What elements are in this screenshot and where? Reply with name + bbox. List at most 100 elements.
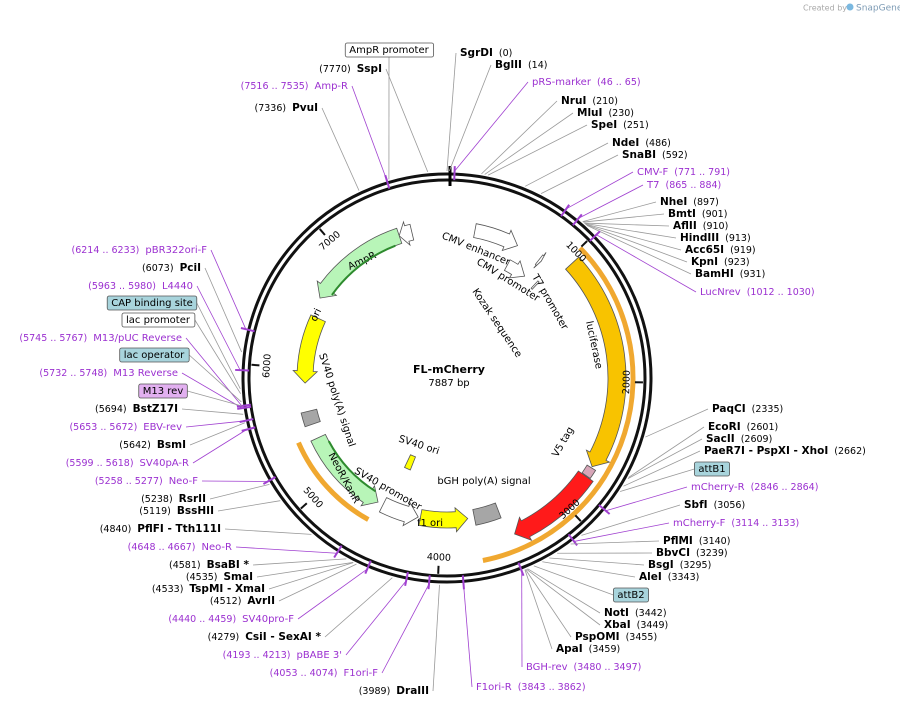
site-position: (3459) — [589, 644, 621, 655]
site-position: (3449) — [637, 620, 669, 631]
site-label: EcoRI (2601) — [708, 421, 778, 433]
site-label: (4440 .. 4459) SV40pro-F — [168, 614, 294, 626]
site-name: AleI — [639, 571, 662, 583]
leader-line — [192, 429, 247, 464]
leader-line — [586, 225, 692, 275]
credit-prefix: Created by — [803, 4, 847, 13]
leader-line — [321, 107, 360, 191]
site-label: Acc65I (919) — [685, 244, 756, 256]
site-name: PvuI — [292, 102, 318, 114]
site-name: M13 Reverse — [113, 368, 178, 379]
feature-arc — [581, 464, 597, 480]
label-box — [121, 312, 196, 328]
primer-tick — [517, 562, 525, 577]
site-name: Neo-F — [169, 476, 199, 487]
site-label: PflMI (3140) — [663, 535, 730, 547]
leader-line — [484, 112, 574, 175]
site-position: (14) — [528, 60, 548, 71]
leader-line — [582, 201, 657, 223]
site-label: (5963 .. 5980) L4440 — [88, 281, 193, 293]
site-name: AvrII — [247, 595, 275, 607]
feature-arc — [514, 470, 594, 542]
ring-inner — [247, 178, 647, 578]
scale-tick — [300, 502, 308, 510]
leader-line — [278, 563, 357, 602]
site-label: (5732 .. 5748) M13 Reverse — [39, 368, 178, 380]
boxed-label-text: M13 rev — [143, 386, 184, 397]
primer-tick — [572, 213, 583, 226]
site-label: (4193 .. 4213) pBABE 3' — [223, 650, 342, 662]
leader-line — [185, 337, 243, 407]
site-label: (4533) TspMI - XmaI — [152, 583, 265, 595]
site-position: (5694) — [95, 404, 127, 415]
site-name: ApaI — [556, 643, 583, 655]
site-label: (4840) PflFI - Tth111I — [100, 523, 221, 535]
feature-label: SV40 ori — [397, 434, 440, 457]
primer-tick — [427, 575, 431, 590]
leader-line — [542, 561, 636, 578]
feature-arc — [398, 220, 415, 247]
site-position: (7770) — [319, 64, 351, 75]
site-position: (3442) — [635, 608, 667, 619]
leader-line — [628, 426, 705, 478]
site-label: CMV-F (771 .. 791) — [637, 167, 730, 179]
leader-line — [196, 285, 241, 371]
leader-line — [605, 486, 688, 512]
site-name: RsrII — [179, 493, 206, 505]
leader-line — [527, 568, 601, 614]
site-position: (4581) — [169, 560, 201, 571]
site-name: SgrDI — [460, 47, 493, 59]
site-name: mCherry-R — [691, 482, 745, 493]
site-label: (5119) BssHII — [139, 505, 214, 517]
site-position: (4648 .. 4667) — [128, 542, 196, 553]
leader-line — [524, 142, 609, 187]
leader-line — [181, 372, 243, 409]
site-label: BmtI (901) — [668, 208, 727, 220]
site-name: AflII — [673, 220, 697, 232]
leader-line — [448, 64, 492, 172]
primer-tick — [241, 426, 256, 432]
site-label: LucNrev (1012 .. 1030) — [700, 287, 815, 299]
site-name: PaqCI — [712, 403, 746, 415]
site-name: SbfI — [684, 499, 708, 511]
site-label: (7516 .. 7535) Amp-R — [241, 81, 348, 93]
site-label: PaeR7I - PspXI - XhoI (2662) — [704, 445, 866, 457]
boxed-label: lac promoter — [121, 312, 196, 328]
site-position: (5732 .. 5748) — [39, 368, 107, 379]
site-name: PciI — [180, 262, 201, 274]
boxed-label-text: attB2 — [617, 590, 644, 601]
site-name: pBABE 3' — [296, 650, 342, 661]
site-position: (2601) — [747, 422, 779, 433]
site-label: (4581) BsaBI * — [169, 559, 249, 571]
site-name: BsmI — [157, 439, 186, 451]
site-label: (5599 .. 5618) SV40pA-R — [66, 458, 189, 470]
site-name: BssHII — [177, 505, 214, 517]
site-position: (7336) — [254, 103, 286, 114]
leader-line — [566, 171, 634, 210]
site-position: (4440 .. 4459) — [168, 614, 236, 625]
site-position: (3989) — [359, 686, 391, 697]
site-position: (3480 .. 3497) — [574, 662, 642, 673]
feature-arc — [533, 252, 547, 269]
site-name: Amp-R — [315, 81, 349, 92]
site-label: KpnI (923) — [691, 256, 750, 268]
feature-arc — [503, 259, 526, 279]
site-label: MluI (230) — [577, 107, 634, 119]
feature-arc — [403, 454, 417, 471]
plasmid-name: FL-mCherry — [413, 363, 485, 376]
boxed-label-text: AmpR promoter — [349, 45, 429, 56]
site-name: BsgI — [648, 559, 674, 571]
site-position: (486) — [645, 138, 671, 149]
site-position: (6214 .. 6233) — [72, 245, 140, 256]
leader-line — [268, 562, 354, 590]
scale-label: 4000 — [427, 552, 452, 564]
scale-label: 7000 — [317, 229, 343, 253]
site-position: (5745 .. 5767) — [19, 333, 87, 344]
site-name: PflFI - Tth111I — [137, 523, 221, 535]
site-position: (913) — [725, 233, 751, 244]
leader-line — [297, 568, 368, 620]
site-label: SpeI (251) — [591, 119, 649, 131]
leader-line — [196, 302, 241, 389]
site-label: (4053 .. 4074) F1ori-F — [270, 668, 379, 680]
feature-strand — [327, 440, 377, 493]
